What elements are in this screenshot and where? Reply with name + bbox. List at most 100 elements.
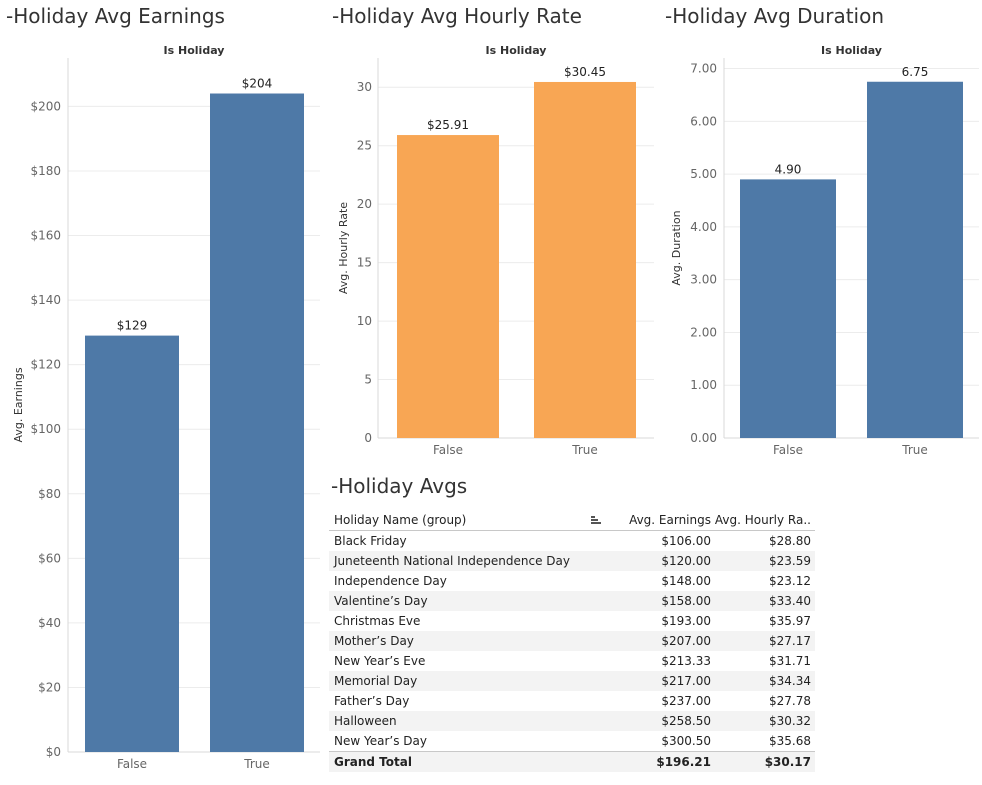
y-tick-label: $180	[30, 164, 61, 178]
avg-earnings-cell: $120.00	[661, 554, 711, 568]
y-tick-label: 15	[357, 256, 372, 270]
avg-earnings-cell: $193.00	[661, 614, 711, 628]
earnings-chart-title: -Holiday Avg Earnings	[6, 4, 225, 28]
x-category-label: True	[571, 443, 598, 457]
holiday-name-cell: Juneteenth National Independence Day	[334, 554, 570, 568]
table-row[interactable]: Mother’s Day $207.00 $27.17	[329, 631, 815, 651]
holiday-name-cell: Father’s Day	[334, 694, 410, 708]
y-axis-title: Avg. Duration	[670, 210, 683, 285]
avg-hourly-rate-cell: $30.32	[769, 714, 811, 728]
grand-total-earnings: $196.21	[656, 755, 711, 769]
table-row[interactable]: Memorial Day $217.00 $34.34	[329, 671, 815, 691]
avg-earnings-cell: $300.50	[661, 734, 711, 748]
y-tick-label: 7.00	[690, 62, 717, 76]
avg-hourly-rate-cell: $35.97	[769, 614, 811, 628]
x-category-label: False	[433, 443, 463, 457]
table-row[interactable]: Black Friday $106.00 $28.80	[329, 531, 815, 551]
column-header-avg-hourly-rate[interactable]: Avg. Hourly Ra..	[714, 513, 811, 527]
hourly-rate-chart-title: -Holiday Avg Hourly Rate	[332, 4, 582, 28]
y-tick-label: 10	[357, 314, 372, 328]
holiday-name-cell: Mother’s Day	[334, 634, 414, 648]
x-category-label: True	[243, 757, 270, 771]
bar-false	[740, 179, 836, 438]
y-tick-label: $120	[30, 358, 61, 372]
sort-icon[interactable]	[591, 515, 601, 525]
holiday-name-cell: New Year’s Eve	[334, 654, 426, 668]
table-row[interactable]: New Year’s Day $300.50 $35.68	[329, 731, 815, 751]
bar-value-label: $30.45	[564, 65, 606, 79]
avg-earnings-cell: $217.00	[661, 674, 711, 688]
table-row[interactable]: Independence Day $148.00 $23.12	[329, 571, 815, 591]
avg-hourly-rate-cell: $27.78	[769, 694, 811, 708]
y-tick-label: $60	[38, 551, 61, 565]
avg-hourly-rate-cell: $23.59	[769, 554, 811, 568]
y-axis-title: Avg. Earnings	[12, 367, 25, 442]
avg-earnings-cell: $207.00	[661, 634, 711, 648]
y-tick-label: $140	[30, 293, 61, 307]
table-row[interactable]: New Year’s Eve $213.33 $31.71	[329, 651, 815, 671]
y-tick-label: 4.00	[690, 220, 717, 234]
chart-header: Is Holiday	[164, 44, 225, 57]
bar-false	[397, 135, 499, 438]
column-header-avg-earnings[interactable]: Avg. Earnings	[629, 513, 711, 527]
column-header-holiday-name[interactable]: Holiday Name (group)	[334, 513, 467, 527]
avg-earnings-cell: $237.00	[661, 694, 711, 708]
y-tick-label: $20	[38, 680, 61, 694]
y-tick-label: $40	[38, 616, 61, 630]
table-row[interactable]: Halloween $258.50 $30.32	[329, 711, 815, 731]
table-row[interactable]: Father’s Day $237.00 $27.78	[329, 691, 815, 711]
avg-earnings-cell: $158.00	[661, 594, 711, 608]
y-tick-label: 0	[364, 431, 372, 445]
y-tick-label: $200	[30, 99, 61, 113]
bar-true	[210, 93, 304, 753]
avg-hourly-rate-cell: $27.17	[769, 634, 811, 648]
avg-hourly-rate-cell: $28.80	[769, 534, 811, 548]
avg-hourly-rate-cell: $23.12	[769, 574, 811, 588]
holiday-name-cell: New Year’s Day	[334, 734, 427, 748]
y-tick-label: 3.00	[690, 273, 717, 287]
table-row[interactable]: Christmas Eve $193.00 $35.97	[329, 611, 815, 631]
y-tick-label: $80	[38, 487, 61, 501]
table-title: -Holiday Avgs	[331, 474, 468, 498]
duration-bar-chart: Is Holiday Avg. Duration 0.00 1.00 2.00 3.00 4…	[670, 44, 979, 457]
bar-value-label: $204	[242, 77, 273, 91]
y-tick-label: 2.00	[690, 325, 717, 339]
avg-earnings-cell: $258.50	[661, 714, 711, 728]
avg-hourly-rate-cell: $31.71	[769, 654, 811, 668]
duration-chart-title: -Holiday Avg Duration	[665, 4, 885, 28]
y-tick-label: $160	[30, 229, 61, 243]
avg-hourly-rate-cell: $34.34	[769, 674, 811, 688]
bar-value-label: $25.91	[427, 118, 469, 132]
chart-header: Is Holiday	[821, 44, 882, 57]
y-tick-label: 1.00	[690, 378, 717, 392]
y-tick-label: 6.00	[690, 114, 717, 128]
chart-header: Is Holiday	[486, 44, 547, 57]
holiday-avgs-table: Holiday Name (group) Avg. Earnings Avg. …	[329, 510, 815, 772]
holiday-name-cell: Christmas Eve	[334, 614, 421, 628]
avg-hourly-rate-cell: $33.40	[769, 594, 811, 608]
holiday-name-cell: Halloween	[334, 714, 397, 728]
y-tick-label: 5.00	[690, 167, 717, 181]
x-category-label: False	[117, 757, 147, 771]
y-tick-label: $0	[46, 745, 61, 759]
table-body: Black Friday $106.00 $28.80 Juneteenth Nati…	[329, 531, 815, 751]
y-tick-label: $100	[30, 422, 61, 436]
table-header-row: Holiday Name (group) Avg. Earnings Avg. …	[329, 510, 815, 531]
table-row[interactable]: Juneteenth National Independence Day $120…	[329, 551, 815, 571]
grand-total-label: Grand Total	[334, 755, 412, 769]
bar-value-label: $129	[117, 319, 148, 333]
holiday-name-cell: Independence Day	[334, 574, 447, 588]
avg-earnings-cell: $148.00	[661, 574, 711, 588]
holiday-name-cell: Black Friday	[334, 534, 407, 548]
hourly-rate-bar-chart: Is Holiday Avg. Hourly Rate 0 5 10 15 20 25 30 $2…	[337, 44, 654, 457]
avg-earnings-cell: $106.00	[661, 534, 711, 548]
bar-value-label: 4.90	[775, 162, 802, 176]
holiday-name-cell: Memorial Day	[334, 674, 418, 688]
y-tick-label: 5	[364, 373, 372, 387]
grand-total-row: Grand Total $196.21 $30.17	[329, 751, 815, 772]
y-axis-title: Avg. Hourly Rate	[337, 202, 350, 294]
y-tick-label: 25	[357, 139, 372, 153]
x-category-label: False	[773, 443, 803, 457]
table-row[interactable]: Valentine’s Day $158.00 $33.40	[329, 591, 815, 611]
earnings-bar-chart: Is Holiday Avg. Earnings $0 $20 $40 $60 $80 $10…	[12, 44, 320, 771]
